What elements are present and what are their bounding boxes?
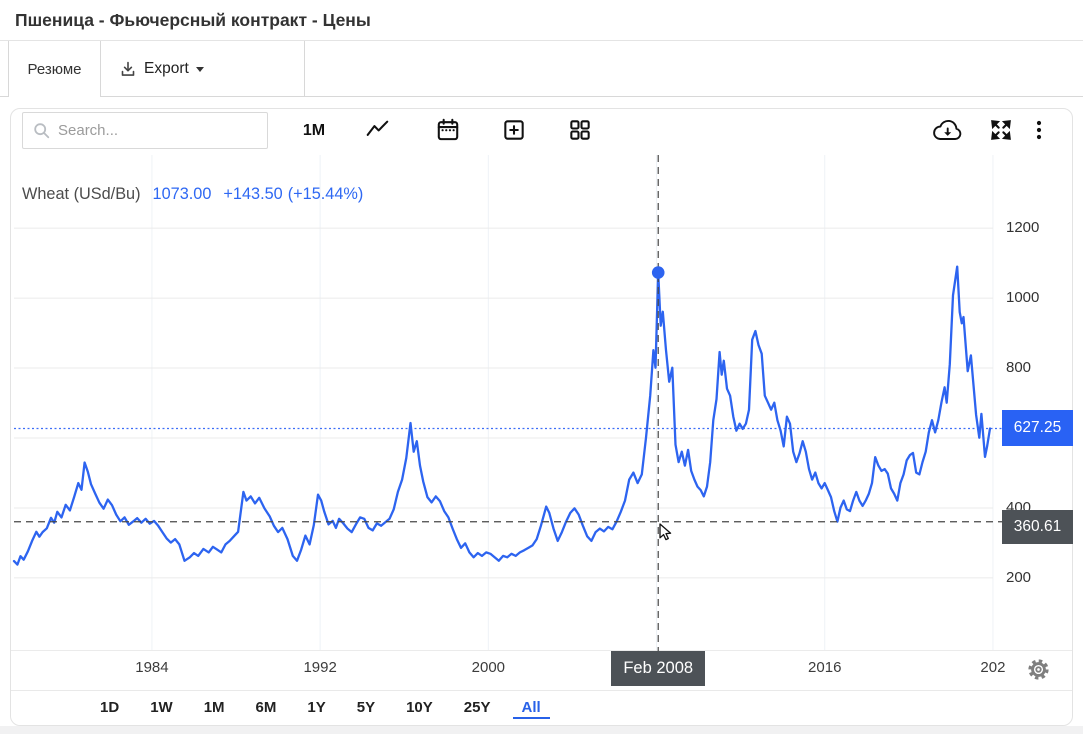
crosshair-price-badge: 360.61 <box>1002 509 1073 544</box>
export-download-icon <box>121 61 135 76</box>
y-tick-label: 200 <box>1006 568 1032 586</box>
x-tick-label: 2016 <box>808 659 842 676</box>
tab-export[interactable]: Export <box>101 41 305 96</box>
chart-panel <box>10 108 1073 726</box>
crosshair-date-badge: Feb 2008 <box>611 651 706 686</box>
page-title: Пшеница - Фьючерсный контракт - Цены <box>15 10 371 30</box>
x-tick-label: 1984 <box>135 659 169 676</box>
more-menu-button[interactable] <box>1026 116 1052 144</box>
x-tick-label: 2000 <box>471 659 506 676</box>
range-button-10y[interactable]: 10Y <box>406 699 433 716</box>
selected-point-marker <box>651 266 665 279</box>
interval-button[interactable]: 1M <box>294 116 334 146</box>
range-button-5y[interactable]: 5Y <box>356 699 376 716</box>
x-tick-label: 1992 <box>303 659 337 676</box>
chart-type-button[interactable] <box>364 116 392 144</box>
range-button-6m[interactable]: 6M <box>255 699 277 716</box>
cloud-download-icon <box>932 119 961 140</box>
mouse-cursor <box>659 523 672 540</box>
line-chart-icon <box>366 120 389 136</box>
x-tick-label: 202 <box>980 659 1006 676</box>
legend-price: 1073.00 <box>152 185 212 203</box>
more-vertical-icon <box>1036 120 1042 140</box>
calendar-icon <box>437 118 459 141</box>
chart-settings-button[interactable] <box>1025 656 1052 683</box>
current-price-badge: 627.25 <box>1002 410 1073 447</box>
title-bar: Пшеница - Фьючерсный контракт - Цены <box>0 0 1083 41</box>
fullscreen-button[interactable] <box>987 116 1015 144</box>
tab-bar <box>0 41 1083 97</box>
fullscreen-icon <box>991 120 1011 140</box>
y-tick-label: 1000 <box>1006 289 1040 307</box>
range-button-1y[interactable]: 1Y <box>307 699 326 716</box>
wheat-price-series[interactable] <box>12 265 992 566</box>
calendar-button[interactable] <box>434 116 462 144</box>
search-box[interactable] <box>22 112 268 149</box>
settings-gear-icon <box>1028 659 1049 680</box>
grid-icon <box>570 120 590 140</box>
range-button-all[interactable]: All <box>512 698 550 719</box>
tab-summary[interactable]: Резюме <box>8 41 101 97</box>
range-selector: 1D 1W 1M 6M 1Y 5Y 10Y 25Y All <box>11 690 1072 725</box>
search-icon <box>34 123 50 139</box>
y-tick-label: 1200 <box>1006 219 1040 237</box>
add-compare-button[interactable] <box>500 116 528 144</box>
caret-down-icon <box>195 67 204 72</box>
export-label: Export <box>144 59 189 77</box>
legend-series-name: Wheat (USd/Bu) <box>22 185 141 203</box>
range-button-1w[interactable]: 1W <box>150 699 173 716</box>
chart-legend: Wheat (USd/Bu) 1073.00 +143.50 (+15.44%) <box>22 185 363 204</box>
range-button-1d[interactable]: 1D <box>100 699 120 716</box>
range-button-25y[interactable]: 25Y <box>463 699 491 716</box>
download-chart-button[interactable] <box>930 114 964 146</box>
y-tick-label: 800 <box>1006 359 1032 377</box>
footer-strip <box>0 726 1083 734</box>
range-button-1m[interactable]: 1M <box>203 699 225 716</box>
legend-change-pct: (+15.44%) <box>287 185 364 203</box>
plus-square-icon <box>504 120 524 140</box>
layout-grid-button[interactable] <box>566 116 594 144</box>
search-input[interactable] <box>58 122 248 139</box>
legend-change: +143.50 <box>223 185 283 203</box>
